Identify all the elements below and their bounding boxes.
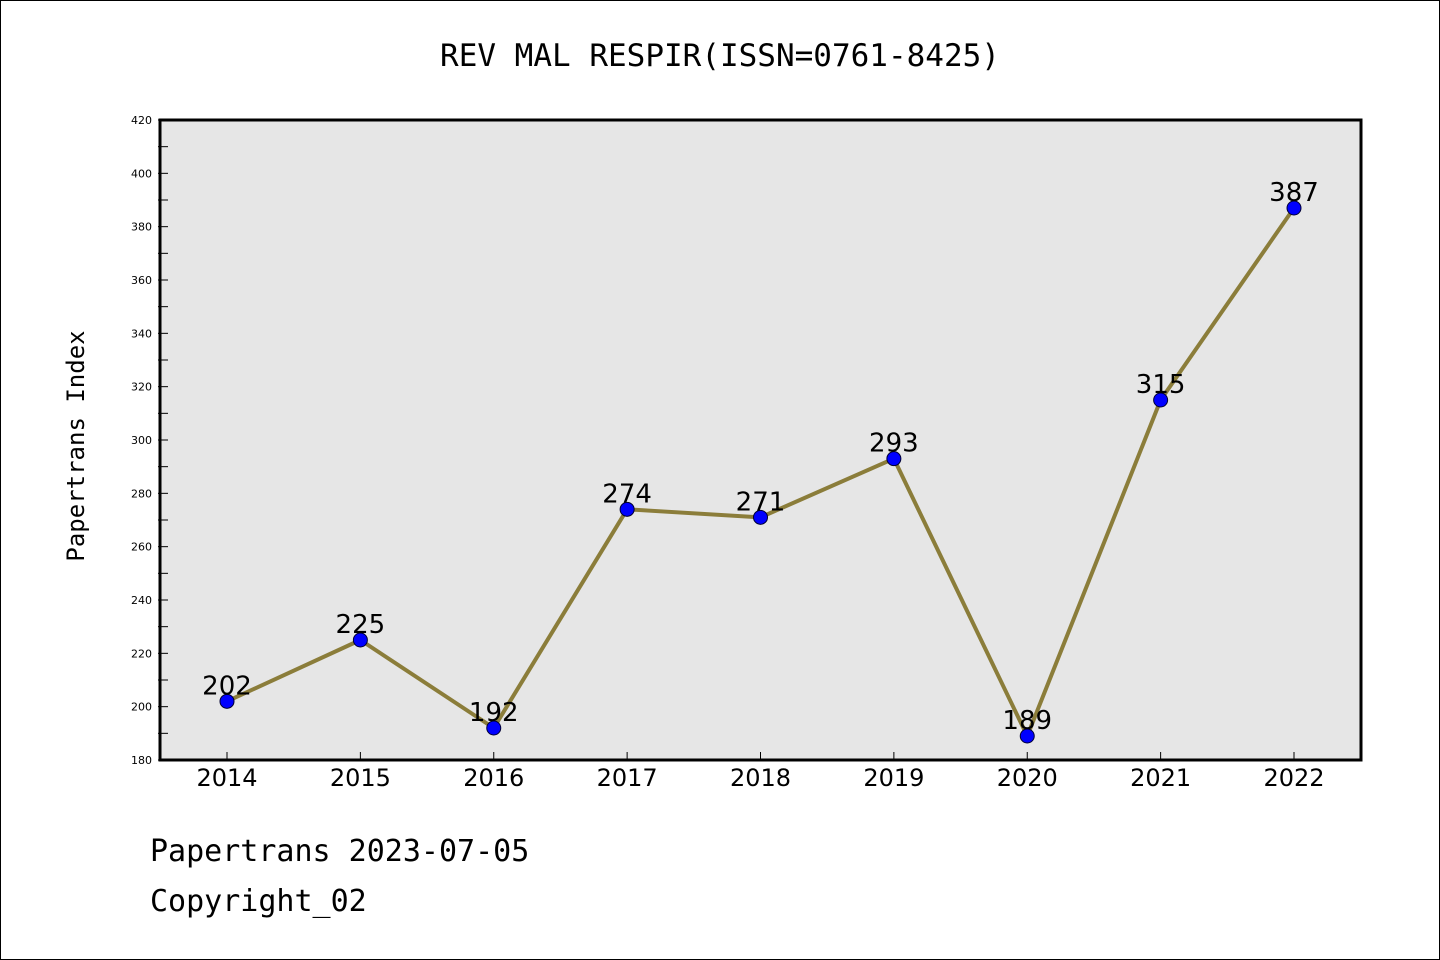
y-tick-label: 240 — [131, 594, 152, 607]
y-tick-label: 320 — [131, 381, 152, 394]
plot-area — [158, 118, 1363, 762]
data-label: 202 — [202, 671, 252, 701]
data-label: 192 — [469, 698, 519, 728]
data-point — [619, 501, 635, 517]
x-tick-label: 2020 — [997, 764, 1058, 792]
data-point — [219, 693, 235, 709]
x-tick-label: 2021 — [1130, 764, 1191, 792]
data-label: 271 — [736, 487, 786, 517]
x-axis-ticks: 2014 2015 2016 2017 2018 2019 2020 2021 2022 — [196, 752, 1325, 792]
y-tick-label: 280 — [131, 487, 152, 500]
data-label: 293 — [869, 429, 919, 459]
footer-copyright-text: Copyright_02 — [150, 884, 367, 919]
data-point — [753, 509, 768, 525]
y-tick-label: 260 — [131, 541, 152, 554]
data-label: 225 — [336, 610, 386, 640]
y-tick-label: 180 — [131, 754, 152, 767]
data-point — [886, 451, 902, 467]
y-axis-label: Papertrans Index — [62, 330, 90, 561]
y-tick-label: 300 — [131, 434, 152, 447]
data-label: 189 — [1002, 706, 1052, 736]
x-tick-label: 2014 — [196, 764, 257, 792]
data-label: 315 — [1136, 370, 1186, 400]
data-point — [1019, 728, 1035, 744]
x-tick-label: 2017 — [597, 764, 658, 792]
y-tick-label: 420 — [131, 114, 152, 127]
data-point — [486, 720, 502, 736]
data-point — [1286, 200, 1302, 216]
x-tick-label: 2022 — [1263, 764, 1324, 792]
chart-title: REV MAL RESPIR(ISSN=0761-8425) — [440, 38, 1000, 74]
data-label: 387 — [1269, 178, 1319, 208]
data-labels-group: 202 225 192 274 271 293 189 315 387 — [202, 178, 1319, 736]
y-tick-label: 220 — [131, 647, 152, 660]
data-point — [352, 632, 368, 648]
data-label: 274 — [602, 479, 652, 509]
series-points-group — [219, 200, 1302, 744]
y-axis-ticks: 180 200 220 240 260 280 300 320 340 360 380 400 420 — [131, 114, 168, 767]
data-point — [1153, 392, 1169, 408]
x-tick-label: 2019 — [863, 764, 924, 792]
y-tick-label: 400 — [131, 167, 152, 180]
x-tick-label: 2016 — [463, 764, 524, 792]
footer-date-text: Papertrans 2023-07-05 — [150, 834, 530, 869]
x-tick-label: 2018 — [730, 764, 791, 792]
y-tick-label: 360 — [131, 274, 152, 287]
y-tick-label: 380 — [131, 221, 152, 234]
y-tick-label: 340 — [131, 327, 152, 340]
y-tick-label: 200 — [131, 701, 152, 714]
x-tick-label: 2015 — [330, 764, 391, 792]
